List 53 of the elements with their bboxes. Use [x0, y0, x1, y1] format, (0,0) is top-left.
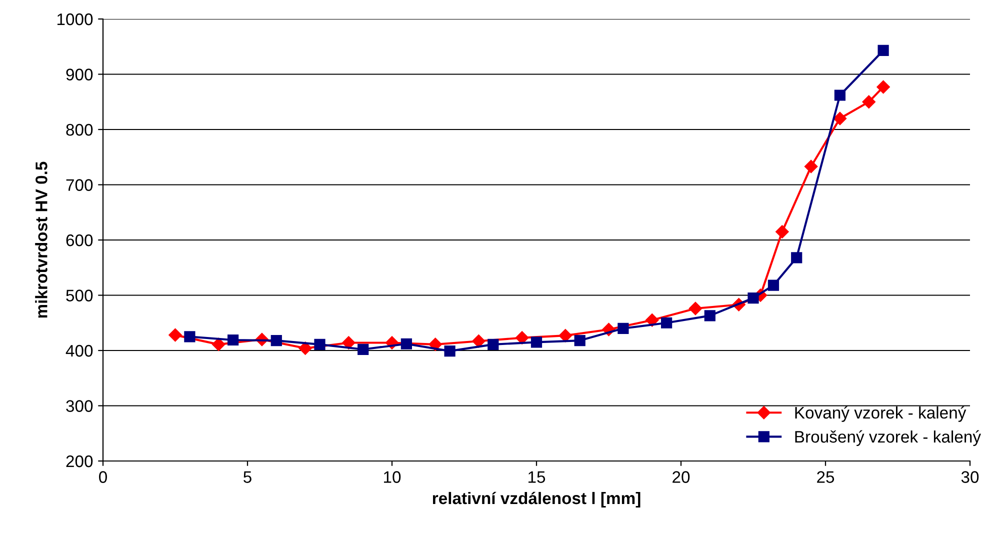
point	[400, 338, 412, 350]
x-tick-label: 20	[672, 471, 690, 483]
x-tick-label: 10	[384, 471, 401, 483]
point	[833, 112, 847, 126]
legend-label: Kovaný vzorek - kalený	[795, 406, 966, 422]
point	[878, 44, 889, 56]
x-tick-label: 5	[244, 471, 252, 483]
point	[314, 338, 326, 350]
y-tick-label: 700	[66, 179, 93, 191]
y-axis-title: mikrotvrdost HV 0.5	[35, 162, 48, 318]
point	[270, 335, 282, 346]
point	[530, 336, 542, 348]
y-tick-label: 900	[66, 68, 93, 80]
point	[791, 252, 802, 264]
point	[558, 328, 572, 342]
point	[472, 334, 486, 348]
point	[574, 335, 586, 346]
point	[688, 302, 702, 316]
point	[748, 292, 759, 304]
y-tick-label: 200	[66, 455, 93, 468]
x-tick-label: 0	[99, 471, 107, 483]
point	[184, 331, 196, 342]
point	[646, 314, 659, 327]
x-tick-label: 15	[528, 471, 546, 483]
y-tick-label: 800	[66, 124, 93, 136]
x-tick-label: 25	[817, 471, 834, 483]
point	[298, 342, 312, 355]
point	[834, 90, 846, 101]
point	[776, 225, 789, 238]
point	[660, 317, 672, 328]
y-tick-label: 600	[66, 234, 93, 246]
point	[618, 322, 629, 334]
x-axis-title: relativní vzdálenost l [mm]	[432, 492, 640, 508]
point	[428, 338, 442, 352]
y-tick-label: 500	[66, 290, 93, 302]
point	[804, 160, 818, 174]
x-tick-label: 30	[961, 471, 979, 483]
point	[212, 338, 226, 352]
point	[488, 338, 499, 350]
y-tick-label: 400	[66, 344, 93, 357]
y-tick-label: 1000	[57, 13, 93, 26]
legend-label: Broušený vzorek - kalený	[795, 430, 981, 446]
point	[768, 280, 780, 291]
point	[444, 345, 456, 357]
point	[168, 328, 182, 342]
point	[515, 331, 529, 344]
point	[358, 344, 369, 355]
point	[704, 310, 716, 322]
point	[342, 336, 356, 350]
point	[227, 334, 239, 346]
y-tick-label: 300	[66, 400, 93, 412]
point	[862, 95, 876, 108]
point	[876, 80, 890, 94]
